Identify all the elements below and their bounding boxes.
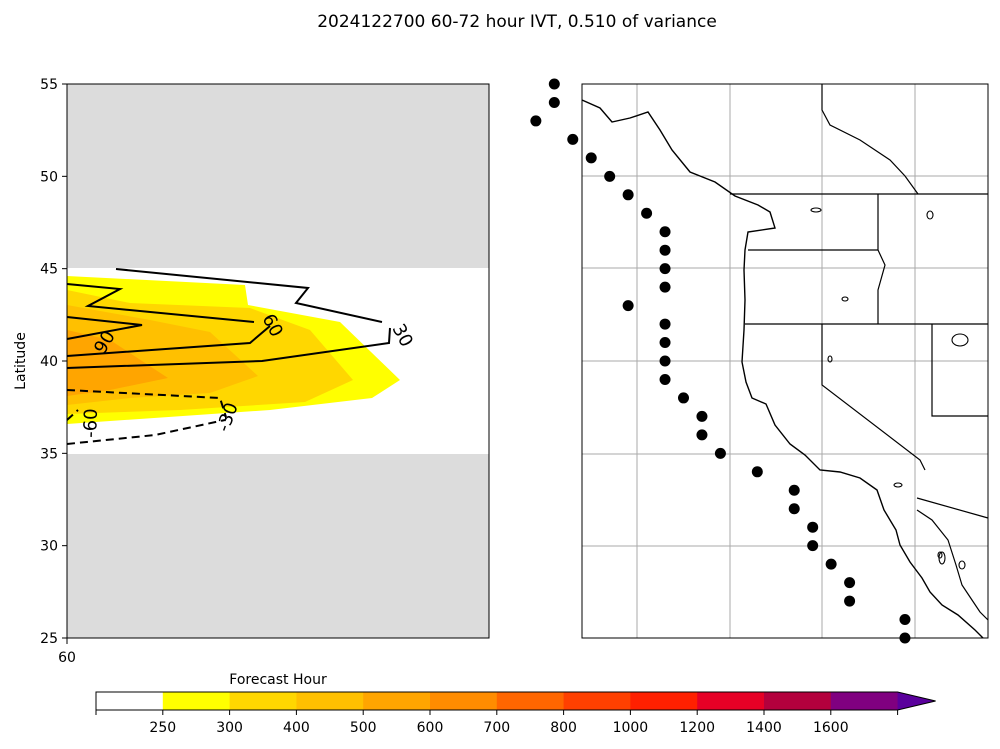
colorbar-tick-label: 500 xyxy=(350,720,377,736)
x-tick-label: 60 xyxy=(58,650,76,666)
station-point xyxy=(788,503,800,515)
colorbar-segment xyxy=(830,692,899,710)
station-point xyxy=(659,337,671,349)
station-point xyxy=(659,355,671,367)
masked-region-north xyxy=(67,84,489,268)
contour-line-30-upper xyxy=(115,268,383,323)
lakes-and-islands xyxy=(810,207,969,570)
contour-line-60 xyxy=(66,283,255,323)
station-point xyxy=(659,263,671,275)
colorbar-segment xyxy=(563,692,631,710)
station-point xyxy=(678,392,689,404)
y-tick-label: 30 xyxy=(40,539,58,555)
station-point xyxy=(659,226,671,238)
colorbar-tick-label: 800 xyxy=(550,720,577,736)
map-panel xyxy=(530,78,989,644)
station-point xyxy=(788,484,800,496)
station-point xyxy=(604,170,616,182)
station-point xyxy=(548,96,560,108)
station-point xyxy=(530,115,542,127)
colorbar-tick-label: 1600 xyxy=(813,720,849,736)
map-frame xyxy=(581,83,989,639)
station-point xyxy=(659,373,671,385)
station-point xyxy=(844,577,856,589)
colorbar-outline xyxy=(95,691,936,711)
contour-line-neg60 xyxy=(66,409,79,421)
colorbar-tick-label: 600 xyxy=(417,720,444,736)
station-point xyxy=(714,447,726,459)
station-point xyxy=(807,521,819,533)
colorbar-segment xyxy=(496,692,565,710)
colorbar-tick-label: 1000 xyxy=(613,720,649,736)
colorbar-tick-label: 700 xyxy=(483,720,510,736)
colorbar-tick-label: 1400 xyxy=(746,720,782,736)
colorbar-segment xyxy=(296,692,364,710)
contour-line-90-upper xyxy=(66,316,143,340)
y-tick-label: 40 xyxy=(40,354,58,370)
colorbar-extension xyxy=(897,692,936,710)
y-tick-label: 45 xyxy=(40,262,58,278)
colorbar-tick-label: 1200 xyxy=(679,720,715,736)
contour-label-neg60: -60 xyxy=(80,408,102,438)
y-axis-ticks: 25 30 35 40 45 50 55 xyxy=(40,77,67,647)
y-tick-label: 50 xyxy=(40,169,58,185)
station-point xyxy=(548,78,560,90)
station-point xyxy=(825,558,837,570)
station-point xyxy=(751,466,763,478)
colorbar-segment xyxy=(630,692,698,710)
colorbar: 250 300 400 500 600 700 800 1000 1200 1400 1600 xyxy=(95,691,936,736)
colorbar-segment xyxy=(430,692,498,710)
filled-contour-500 xyxy=(67,330,168,396)
colorbar-segment xyxy=(96,692,164,710)
y-tick-label: 55 xyxy=(40,77,58,93)
station-point xyxy=(844,595,856,607)
state-borders xyxy=(730,84,989,519)
y-tick-label: 25 xyxy=(40,631,58,647)
y-tick-label: 35 xyxy=(40,446,58,462)
station-point xyxy=(567,133,579,145)
colorbar-tick-label: 250 xyxy=(149,720,176,736)
station-point xyxy=(659,244,671,256)
station-point xyxy=(641,207,653,219)
station-point xyxy=(696,429,708,441)
contour-line-30-lower xyxy=(66,327,391,369)
colorbar-segment xyxy=(229,692,297,710)
station-point xyxy=(659,318,671,330)
colorbar-segment xyxy=(764,692,832,710)
colorbar-tick-label: 300 xyxy=(216,720,243,736)
map-gridlines xyxy=(582,84,988,638)
station-point xyxy=(899,614,911,626)
station-point xyxy=(622,189,634,201)
station-point xyxy=(622,300,634,312)
station-point xyxy=(807,540,819,552)
station-point xyxy=(659,281,671,293)
baja-inner-coast xyxy=(916,509,989,621)
colorbar-tick-label: 400 xyxy=(283,720,310,736)
colorbar-segment xyxy=(363,692,431,710)
contour-line-90-lower xyxy=(66,325,271,357)
masked-region-south xyxy=(67,454,489,638)
figure-title: 2024122700 60-72 hour IVT, 0.510 of vari… xyxy=(317,12,717,32)
contour-line-neg30-lower xyxy=(66,419,226,445)
station-points xyxy=(530,78,911,644)
station-point xyxy=(585,152,597,164)
colorbar-segment xyxy=(162,692,231,710)
y-axis-label: Latitude xyxy=(13,332,29,390)
x-axis-label: Forecast Hour xyxy=(229,672,327,688)
coastline xyxy=(581,99,984,639)
colorbar-segment xyxy=(697,692,765,710)
station-point xyxy=(696,410,708,422)
